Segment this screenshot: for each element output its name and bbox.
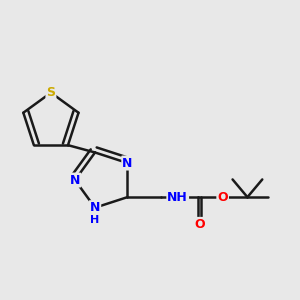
Text: O: O	[217, 190, 228, 204]
Text: N: N	[90, 201, 100, 214]
Text: N: N	[122, 157, 133, 169]
Text: O: O	[194, 218, 205, 231]
Text: N: N	[70, 174, 80, 187]
Text: NH: NH	[167, 190, 188, 204]
Text: H: H	[90, 215, 100, 225]
Text: S: S	[46, 86, 56, 99]
